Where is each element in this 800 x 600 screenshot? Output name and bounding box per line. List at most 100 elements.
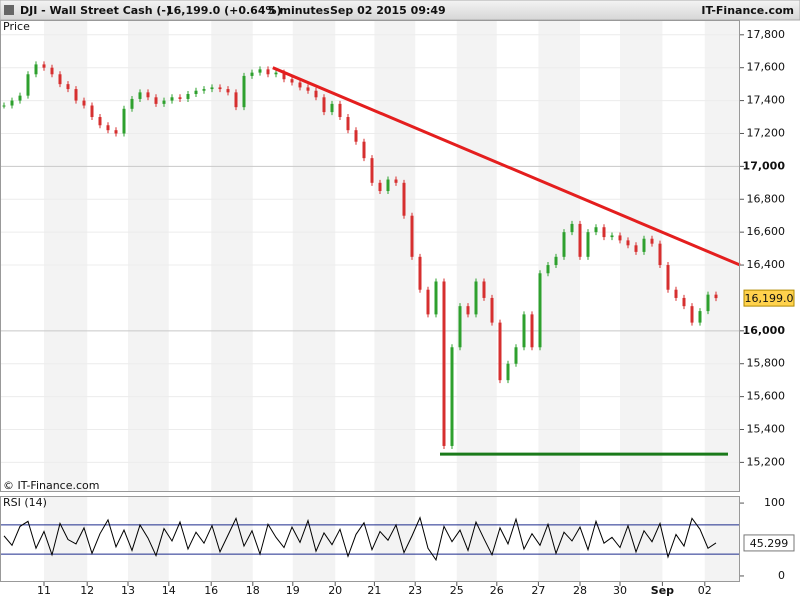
x-tick-label: Sep: [651, 584, 674, 597]
candle: [130, 98, 134, 109]
panel-bg: [0, 496, 740, 582]
y-tick-label: 15,200: [747, 455, 786, 468]
candle: [226, 89, 230, 93]
candle: [58, 74, 62, 85]
candle: [698, 311, 702, 323]
x-tick-label: 16: [204, 584, 218, 597]
candle: [106, 125, 110, 131]
candle: [650, 238, 654, 244]
candle: [242, 75, 246, 108]
candle: [642, 238, 646, 252]
candle: [426, 289, 430, 315]
candle: [610, 235, 614, 238]
y-tick-label: 16,000: [743, 324, 786, 337]
candle: [66, 84, 70, 90]
candle: [634, 245, 638, 252]
candle: [354, 130, 358, 142]
day-band: [374, 496, 416, 582]
candle: [578, 223, 582, 257]
candle: [346, 117, 350, 131]
x-tick-label: 25: [450, 584, 464, 597]
watermark: © IT-Finance.com: [3, 479, 100, 492]
candle: [330, 103, 334, 113]
y-tick-label: 16,800: [747, 192, 786, 205]
candle: [250, 72, 254, 76]
x-tick-label: 02: [698, 584, 712, 597]
candle: [538, 273, 542, 348]
candle: [90, 105, 94, 118]
y-tick-label: 16,400: [747, 258, 786, 271]
candle: [274, 72, 278, 75]
y-tick-label: 0: [778, 569, 785, 582]
candle: [458, 306, 462, 348]
candle: [170, 97, 174, 101]
candle: [202, 89, 206, 91]
candle: [322, 97, 326, 113]
candle: [18, 95, 22, 101]
panel-bg: [0, 20, 740, 492]
day-band: [374, 20, 416, 492]
candle: [146, 92, 150, 98]
candle: [626, 240, 630, 246]
candle: [378, 182, 382, 192]
x-tick-label: 12: [80, 584, 94, 597]
last-price-box: [743, 289, 795, 307]
y-tick-label: 17,800: [747, 28, 786, 41]
y-tick-label: 15,400: [747, 423, 786, 436]
x-tick-label: 18: [246, 584, 260, 597]
header-brand: IT-Finance.com: [701, 4, 794, 17]
panel-frame: [0, 496, 740, 582]
x-tick-label: 21: [367, 584, 381, 597]
candle: [178, 97, 182, 99]
trendline: [272, 66, 741, 267]
candle: [186, 94, 190, 99]
candle: [42, 64, 46, 68]
candle: [434, 281, 438, 315]
candle: [706, 294, 710, 312]
day-band: [620, 20, 663, 492]
y-tick-label: 17,200: [747, 126, 786, 139]
day-band: [538, 496, 580, 582]
day-band: [44, 496, 88, 582]
x-tick-label: 26: [490, 584, 504, 597]
y-tick-label: 100: [764, 496, 785, 509]
panel-frame: [0, 20, 740, 492]
y-tick-label: 17,000: [743, 159, 786, 172]
x-tick-label: 27: [531, 584, 545, 597]
y-tick-label: 15,800: [747, 357, 786, 370]
last-price-label: 16,199.0: [745, 292, 794, 305]
x-tick-label: 13: [121, 584, 135, 597]
candle: [34, 64, 38, 75]
candle: [442, 281, 446, 446]
candle: [194, 90, 198, 95]
rsi-line: [3, 516, 717, 562]
candle: [362, 141, 366, 159]
header-quote: 16,199.0 (+0.64%): [166, 4, 282, 17]
candle: [514, 347, 518, 364]
candle: [658, 243, 662, 266]
candle: [482, 281, 486, 298]
candle: [218, 87, 222, 90]
candle: [338, 103, 342, 118]
candle: [258, 69, 262, 73]
candle: [114, 130, 118, 134]
candle: [138, 92, 142, 99]
day-band: [211, 20, 253, 492]
day-band: [456, 496, 497, 582]
candle: [554, 256, 558, 266]
y-tick-label: 17,400: [747, 94, 786, 107]
candle: [522, 314, 526, 348]
x-tick-label: 28: [573, 584, 587, 597]
candle: [562, 232, 566, 257]
candle: [466, 306, 470, 315]
candle: [306, 87, 310, 91]
candle: [450, 347, 454, 446]
candle: [506, 363, 510, 381]
candle: [498, 322, 502, 381]
candle: [370, 158, 374, 183]
panel-title: Price: [3, 20, 30, 33]
candle: [82, 100, 86, 106]
candle: [714, 294, 718, 299]
candle: [546, 265, 550, 274]
candle: [162, 100, 166, 104]
